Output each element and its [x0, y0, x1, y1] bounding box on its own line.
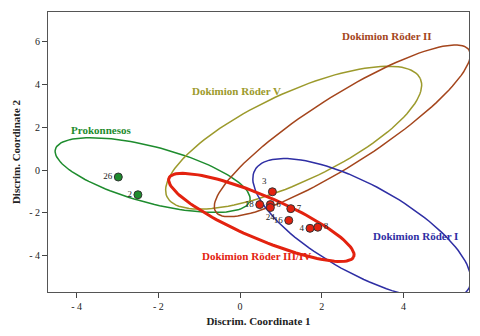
svg-text:- 4: - 4 — [71, 301, 82, 312]
svg-text:2: 2 — [319, 301, 324, 312]
svg-text:26: 26 — [103, 171, 113, 181]
svg-text:0: 0 — [35, 165, 40, 176]
svg-text:4: 4 — [401, 301, 406, 312]
svg-text:2: 2 — [127, 189, 132, 199]
svg-text:Discrim. Coordinate 1: Discrim. Coordinate 1 — [206, 315, 310, 327]
svg-text:6: 6 — [276, 199, 281, 209]
svg-text:16: 16 — [274, 215, 284, 225]
svg-text:Discrim. Coordinate 2: Discrim. Coordinate 2 — [10, 99, 22, 204]
svg-text:4: 4 — [300, 223, 305, 233]
svg-text:4: 4 — [35, 79, 40, 90]
svg-text:3: 3 — [262, 176, 267, 186]
svg-text:Prokonnesos: Prokonnesos — [71, 124, 131, 136]
svg-text:8: 8 — [324, 221, 329, 231]
svg-text:- 4: - 4 — [29, 250, 40, 261]
svg-text:18: 18 — [245, 199, 255, 209]
svg-text:24: 24 — [266, 212, 276, 222]
svg-text:7: 7 — [297, 203, 302, 213]
svg-text:0: 0 — [238, 301, 243, 312]
svg-text:2: 2 — [35, 122, 40, 133]
svg-text:Dokimion Röder III/IV: Dokimion Röder III/IV — [202, 250, 311, 262]
svg-text:- 2: - 2 — [29, 207, 40, 218]
svg-text:- 2: - 2 — [153, 301, 164, 312]
svg-text:Dokimion Röder V: Dokimion Röder V — [192, 85, 281, 97]
svg-text:Dokimion Röder I: Dokimion Röder I — [373, 230, 458, 242]
svg-text:Dokimion Röder II: Dokimion Röder II — [342, 30, 432, 42]
svg-text:6: 6 — [35, 36, 40, 47]
